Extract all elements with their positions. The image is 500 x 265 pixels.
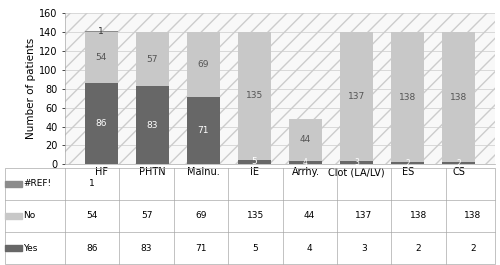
Text: 138: 138 [450, 93, 468, 102]
Bar [442, 32, 476, 162]
Bar [5, 181, 21, 187]
Bar [442, 162, 476, 164]
Bar [238, 32, 271, 160]
Bar [84, 32, 118, 83]
Text: 137: 137 [356, 211, 372, 220]
Bar [136, 32, 169, 86]
Text: 57: 57 [146, 55, 158, 64]
Text: 44: 44 [304, 211, 316, 220]
Bar [289, 119, 322, 161]
Bar [391, 32, 424, 162]
Bar [84, 83, 118, 164]
Bar [84, 31, 118, 32]
Text: 3: 3 [361, 244, 367, 253]
Text: 2: 2 [416, 244, 421, 253]
Text: 1: 1 [90, 179, 95, 188]
Text: 54: 54 [96, 53, 107, 62]
Text: 138: 138 [464, 211, 481, 220]
Bar [391, 162, 424, 164]
Text: 71: 71 [198, 126, 209, 135]
Bar [238, 160, 271, 164]
Bar [289, 161, 322, 164]
Text: 2: 2 [406, 159, 410, 168]
Text: 137: 137 [348, 92, 366, 101]
Text: 83: 83 [146, 121, 158, 130]
Text: No: No [23, 211, 35, 220]
Text: 5: 5 [252, 244, 258, 253]
Text: 4: 4 [307, 244, 312, 253]
Text: 2: 2 [470, 244, 476, 253]
Bar [5, 213, 21, 219]
Text: 135: 135 [246, 211, 264, 220]
Text: 86: 86 [96, 119, 107, 128]
Text: 3: 3 [354, 158, 359, 167]
Text: 69: 69 [195, 211, 206, 220]
Bar [186, 97, 220, 164]
Text: 86: 86 [86, 244, 98, 253]
Y-axis label: Number of patients: Number of patients [26, 38, 36, 139]
Text: 71: 71 [195, 244, 206, 253]
Text: 57: 57 [141, 211, 152, 220]
Text: 69: 69 [198, 60, 209, 69]
Bar [340, 161, 374, 164]
Bar [5, 245, 21, 251]
Text: 5: 5 [252, 157, 258, 166]
Text: #REF!: #REF! [23, 179, 51, 188]
Text: 44: 44 [300, 135, 311, 144]
Text: 4: 4 [303, 158, 308, 167]
Text: Yes: Yes [23, 244, 38, 253]
Text: 135: 135 [246, 91, 263, 100]
Bar [136, 86, 169, 164]
Text: 1: 1 [98, 27, 104, 36]
Text: 2: 2 [456, 159, 461, 168]
Bar [186, 32, 220, 97]
Text: 138: 138 [410, 211, 427, 220]
Bar [340, 32, 374, 161]
Text: 54: 54 [86, 211, 98, 220]
Text: 83: 83 [141, 244, 152, 253]
Text: 138: 138 [399, 93, 416, 102]
